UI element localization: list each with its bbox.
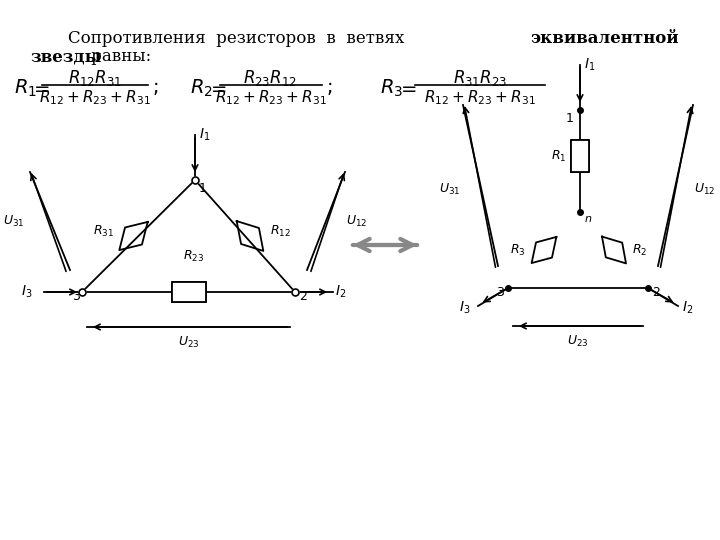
Text: $;$: $;$: [326, 78, 332, 97]
Text: $R_{\mathsf{2}}$: $R_{\mathsf{2}}$: [190, 78, 213, 99]
Text: $R_1$: $R_1$: [551, 148, 566, 164]
Text: $R_{12}+R_{23}+R_{31}$: $R_{12}+R_{23}+R_{31}$: [39, 88, 151, 107]
Text: $U_{23}$: $U_{23}$: [567, 334, 589, 349]
Text: $U_{31}$: $U_{31}$: [439, 181, 461, 197]
Text: $R_{\mathsf{3}}$: $R_{\mathsf{3}}$: [380, 78, 403, 99]
Text: равны:: равны:: [86, 48, 151, 65]
Text: $I_3$: $I_3$: [459, 300, 470, 316]
Polygon shape: [171, 282, 205, 302]
Text: $=$: $=$: [30, 78, 50, 97]
Text: $U_{31}$: $U_{31}$: [4, 213, 24, 228]
Text: $R_{12}R_{31}$: $R_{12}R_{31}$: [68, 68, 122, 88]
Text: $R_3$: $R_3$: [510, 242, 526, 258]
Text: $R_{12}$: $R_{12}$: [270, 224, 291, 239]
Text: 2: 2: [652, 286, 660, 299]
Text: эквивалентной: эквивалентной: [530, 30, 678, 47]
Text: $U_{12}$: $U_{12}$: [694, 181, 716, 197]
Text: $I_2$: $I_2$: [682, 300, 693, 316]
Text: $R_{23}R_{12}$: $R_{23}R_{12}$: [243, 68, 297, 88]
Polygon shape: [571, 140, 589, 172]
Text: 1: 1: [566, 112, 574, 125]
Text: 1: 1: [199, 182, 207, 195]
Text: $R_{31}$: $R_{31}$: [92, 224, 114, 239]
Text: 3: 3: [72, 290, 80, 303]
Text: $I_1$: $I_1$: [199, 127, 210, 143]
Text: 2: 2: [299, 290, 307, 303]
Text: $R_{12}+R_{23}+R_{31}$: $R_{12}+R_{23}+R_{31}$: [215, 88, 327, 107]
Text: 3: 3: [496, 286, 504, 299]
Text: $;$: $;$: [152, 78, 158, 97]
Text: $R_{31}R_{23}$: $R_{31}R_{23}$: [453, 68, 507, 88]
Text: $I_3$: $I_3$: [21, 284, 32, 300]
Text: $R_{23}$: $R_{23}$: [183, 249, 204, 264]
Text: $=$: $=$: [207, 78, 228, 97]
Text: $I_2$: $I_2$: [335, 284, 346, 300]
Text: $U_{23}$: $U_{23}$: [178, 335, 199, 350]
Text: $I_1$: $I_1$: [584, 57, 595, 73]
Text: $=$: $=$: [397, 78, 417, 97]
Text: $R_2$: $R_2$: [632, 242, 647, 258]
Text: $R_{12}+R_{23}+R_{31}$: $R_{12}+R_{23}+R_{31}$: [424, 88, 536, 107]
Text: $U_{12}$: $U_{12}$: [346, 213, 368, 228]
Text: Сопротивления  резисторов  в  ветвях: Сопротивления резисторов в ветвях: [68, 30, 415, 47]
Text: $n$: $n$: [584, 214, 593, 224]
Text: звезды: звезды: [30, 48, 102, 65]
Text: $R_{\mathsf{1}}$: $R_{\mathsf{1}}$: [14, 78, 37, 99]
